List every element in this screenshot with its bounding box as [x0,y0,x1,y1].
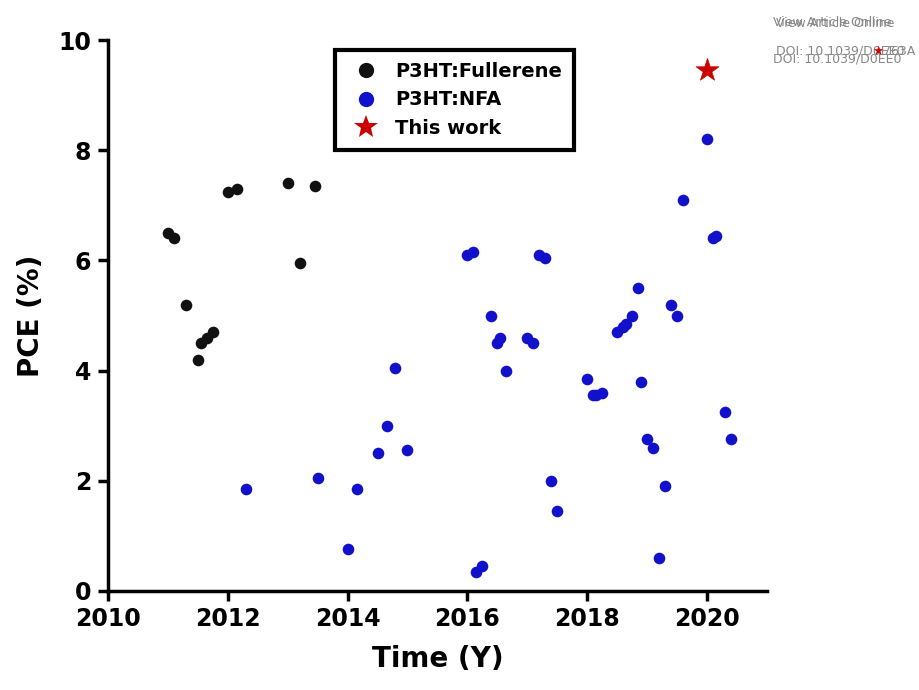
Point [616,321,630,332]
Point [194,337,209,348]
Point [520,332,535,343]
Point [618,318,633,329]
Point [469,566,483,577]
Point [664,299,678,310]
Point [589,390,604,401]
Point [292,258,307,269]
Point [178,299,193,310]
Text: ★: ★ [872,45,884,57]
Point [230,184,244,195]
Point [709,230,723,241]
Point [646,442,661,453]
Text: 763A: 763A [883,45,915,57]
Point [633,376,648,387]
Point [499,365,514,376]
Point [706,233,720,244]
Y-axis label: PCE (%): PCE (%) [17,255,45,377]
Point [625,310,640,321]
Point [670,310,685,321]
Point [585,390,600,401]
Point [544,475,559,486]
Point [493,332,507,343]
Point [370,448,385,459]
Point [166,233,181,244]
Point [550,506,564,517]
Point [400,445,414,456]
Point [640,434,654,445]
Point [311,473,325,484]
Point [526,337,540,348]
Point [388,362,403,373]
Point [161,228,176,239]
Point [190,354,205,365]
Point [538,253,552,264]
Point [460,250,475,261]
Point [490,337,505,348]
Point [609,326,624,337]
Point [699,134,714,145]
Point [380,420,394,431]
Point [466,247,481,258]
Point [532,250,547,261]
Point [718,406,732,417]
Point [484,310,499,321]
Point [675,195,690,206]
Point [630,282,645,293]
Text: DOI: 10.1039/D0EE0: DOI: 10.1039/D0EE0 [773,52,902,65]
Text: View Article Online: View Article Online [773,17,891,29]
Point [340,544,355,555]
Point [280,178,295,189]
Point [580,373,595,384]
Point [307,181,322,192]
Point [206,326,221,337]
Point [658,481,673,492]
Point [221,186,235,197]
Point [699,64,714,75]
Point [475,560,490,571]
Point [595,387,609,398]
Point [238,484,253,495]
Point [199,332,214,343]
Text: View Article Online: View Article Online [776,17,894,30]
Point [349,484,364,495]
Point [652,552,666,563]
Legend: P3HT:Fullerene, P3HT:NFA, This work: P3HT:Fullerene, P3HT:NFA, This work [335,50,574,150]
X-axis label: Time (Y): Time (Y) [371,645,504,673]
Text: DOI: 10.1039/D0EE0: DOI: 10.1039/D0EE0 [776,45,904,57]
Point [723,434,738,445]
